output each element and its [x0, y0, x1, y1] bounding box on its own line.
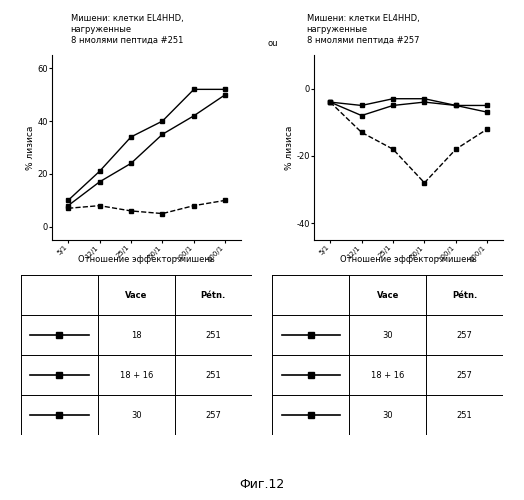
Y-axis label: % лизиса: % лизиса: [26, 126, 35, 170]
Text: 251: 251: [205, 330, 221, 340]
Text: Pétn.: Pétn.: [201, 290, 226, 300]
Text: 30: 30: [383, 410, 393, 420]
Text: 251: 251: [205, 370, 221, 380]
Text: 18 + 16: 18 + 16: [371, 370, 405, 380]
Text: 30: 30: [383, 330, 393, 340]
Y-axis label: % лизиса: % лизиса: [285, 126, 294, 170]
Text: Отношение эффектор:мишень: Отношение эффектор:мишень: [341, 255, 477, 264]
Text: 18: 18: [131, 330, 141, 340]
Text: Отношение эффектор:мишень: Отношение эффектор:мишень: [79, 255, 215, 264]
Text: Мишени: клетки EL4HHD,
нагруженные
8 нмолями пептида #257: Мишени: клетки EL4HHD, нагруженные 8 нмо…: [307, 14, 419, 45]
Text: ou: ou: [268, 38, 278, 48]
Text: 18 + 16: 18 + 16: [119, 370, 153, 380]
Text: Vace: Vace: [377, 290, 399, 300]
Text: Pétn.: Pétn.: [452, 290, 477, 300]
Text: 30: 30: [131, 410, 141, 420]
Text: 251: 251: [457, 410, 473, 420]
Text: Мишени: клетки EL4HHD,
нагруженные
8 нмолями пептида #251: Мишени: клетки EL4HHD, нагруженные 8 нмо…: [71, 14, 183, 45]
Text: Vace: Vace: [125, 290, 147, 300]
Text: 257: 257: [457, 330, 473, 340]
Text: 257: 257: [205, 410, 221, 420]
Text: 257: 257: [457, 370, 473, 380]
Text: Фиг.12: Фиг.12: [239, 478, 285, 492]
